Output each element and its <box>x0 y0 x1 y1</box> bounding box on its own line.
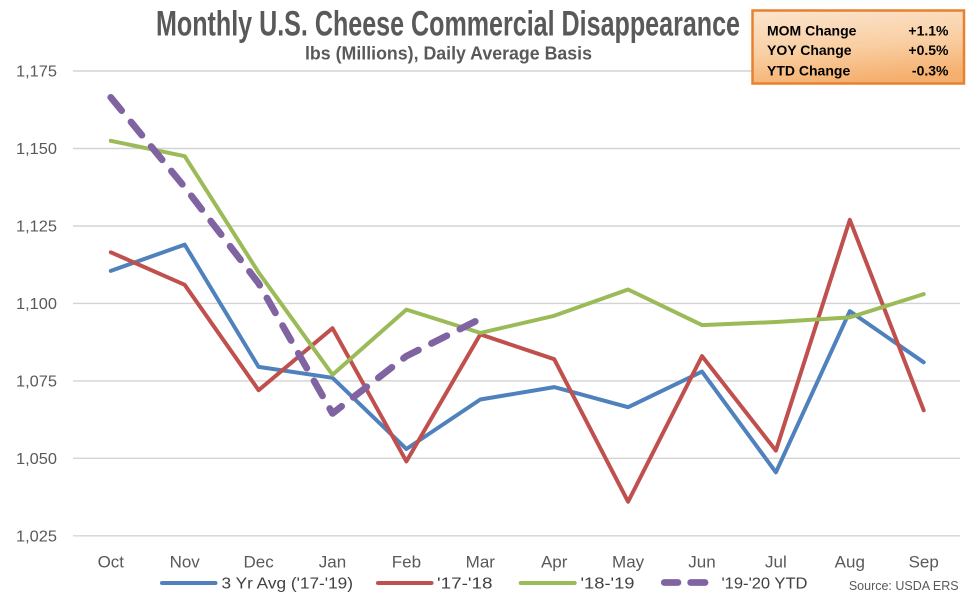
svg-text:MOM Change: MOM Change <box>767 23 857 39</box>
svg-text:'17-'18: '17-'18 <box>437 576 493 593</box>
svg-text:'19-'20 YTD: '19-'20 YTD <box>722 576 808 593</box>
svg-text:Oct: Oct <box>98 553 125 572</box>
svg-text:Jul: Jul <box>765 553 787 572</box>
svg-text:Sep: Sep <box>909 553 939 572</box>
svg-text:lbs (Millions), Daily Average: lbs (Millions), Daily Average Basis <box>305 43 592 63</box>
svg-text:Nov: Nov <box>170 553 201 572</box>
svg-text:1,025: 1,025 <box>16 528 57 545</box>
svg-text:YOY Change: YOY Change <box>767 42 852 58</box>
svg-text:Source: USDA ERS: Source: USDA ERS <box>849 579 959 593</box>
svg-text:1,125: 1,125 <box>16 219 57 236</box>
svg-text:Jun: Jun <box>688 553 715 572</box>
svg-text:Jan: Jan <box>319 553 346 572</box>
svg-text:Dec: Dec <box>243 553 274 572</box>
svg-text:1,150: 1,150 <box>16 141 57 158</box>
svg-text:Aug: Aug <box>835 553 865 572</box>
svg-text:Apr: Apr <box>541 553 568 572</box>
svg-text:-0.3%: -0.3% <box>912 62 949 78</box>
svg-text:Mar: Mar <box>466 553 496 572</box>
svg-text:1,175: 1,175 <box>16 64 57 81</box>
svg-text:+0.5%: +0.5% <box>908 42 949 58</box>
svg-text:YTD Change: YTD Change <box>767 62 850 78</box>
svg-text:May: May <box>612 553 645 572</box>
svg-text:+1.1%: +1.1% <box>908 23 949 39</box>
svg-text:Feb: Feb <box>392 553 421 572</box>
svg-text:3 Yr Avg ('17-'19): 3 Yr Avg ('17-'19) <box>222 576 354 593</box>
svg-text:1,075: 1,075 <box>16 373 57 390</box>
svg-text:'18-'19: '18-'19 <box>581 576 635 593</box>
svg-text:1,050: 1,050 <box>16 451 57 468</box>
svg-text:Monthly U.S. Cheese Commercial: Monthly U.S. Cheese Commercial Disappear… <box>156 5 740 44</box>
svg-text:1,100: 1,100 <box>16 296 57 313</box>
